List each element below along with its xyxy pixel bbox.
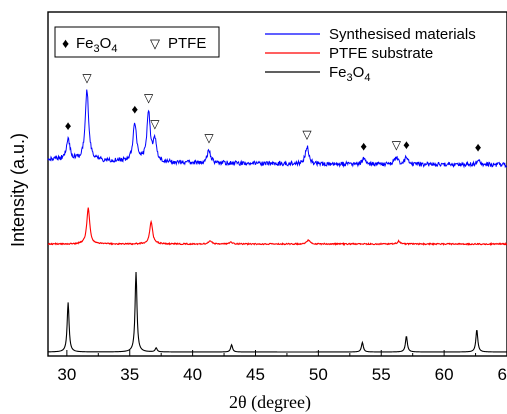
ptfe-peak-marker: ▽	[150, 117, 160, 131]
fe3o4-peak-marker: ♦	[65, 118, 72, 133]
fe3o4-peak-marker: ♦	[403, 137, 410, 152]
legend-label-ptfe: PTFE substrate	[329, 45, 433, 62]
ptfe-peak-marker: ▽	[392, 138, 402, 152]
fe3o4-peak-marker: ♦	[131, 102, 138, 117]
legend-label-fe3o4: Fe3O4	[329, 64, 370, 84]
x-tick-label: 60	[435, 365, 454, 384]
ptfe-peak-marker: ▽	[302, 127, 312, 141]
peak-annotations: ♦▽♦▽▽▽ ▽♦ ▽ ♦ ♦	[65, 71, 482, 155]
x-axis-label: 2θ (degree)	[229, 392, 311, 413]
x-tick-label: 30	[57, 365, 76, 384]
marker-key-box	[54, 26, 220, 58]
x-tick-label: 40	[183, 365, 202, 384]
marker-key: ♦ Fe3O4 ▽ PTFE	[54, 26, 220, 58]
x-axis-ticks: 30 35 40 45 50 55 60 65	[57, 350, 507, 384]
ptfe-peak-marker: ▽	[204, 131, 214, 145]
series-layer	[47, 89, 507, 353]
series-line-ptfe-substrate	[47, 207, 507, 246]
ptfe-marker-label: PTFE	[168, 35, 206, 52]
x-tick-label: 65	[498, 365, 507, 384]
y-axis-label: Intensity (a.u.)	[8, 133, 28, 247]
ptfe-marker-symbol: ▽	[150, 36, 160, 51]
fe3o4-marker-label: Fe3O4	[76, 35, 117, 55]
plot-frame	[47, 11, 507, 357]
legend-label-synthesised: Synthesised materials	[329, 26, 476, 43]
fe3o4-marker-symbol: ♦	[62, 35, 69, 51]
x-tick-label: 50	[309, 365, 328, 384]
x-tick-label: 35	[120, 365, 139, 384]
ptfe-peak-marker: ▽	[144, 91, 154, 105]
x-tick-label: 45	[246, 365, 265, 384]
series-line-synthesised-materials	[47, 89, 507, 169]
series-line-fe3o4	[47, 271, 507, 353]
fe3o4-peak-marker: ♦	[475, 140, 482, 155]
ptfe-peak-marker: ▽	[82, 71, 92, 85]
x-tick-label: 55	[372, 365, 391, 384]
fe3o4-peak-marker: ♦	[360, 139, 367, 154]
legend: Synthesised materials PTFE substrate Fe3…	[265, 26, 476, 84]
